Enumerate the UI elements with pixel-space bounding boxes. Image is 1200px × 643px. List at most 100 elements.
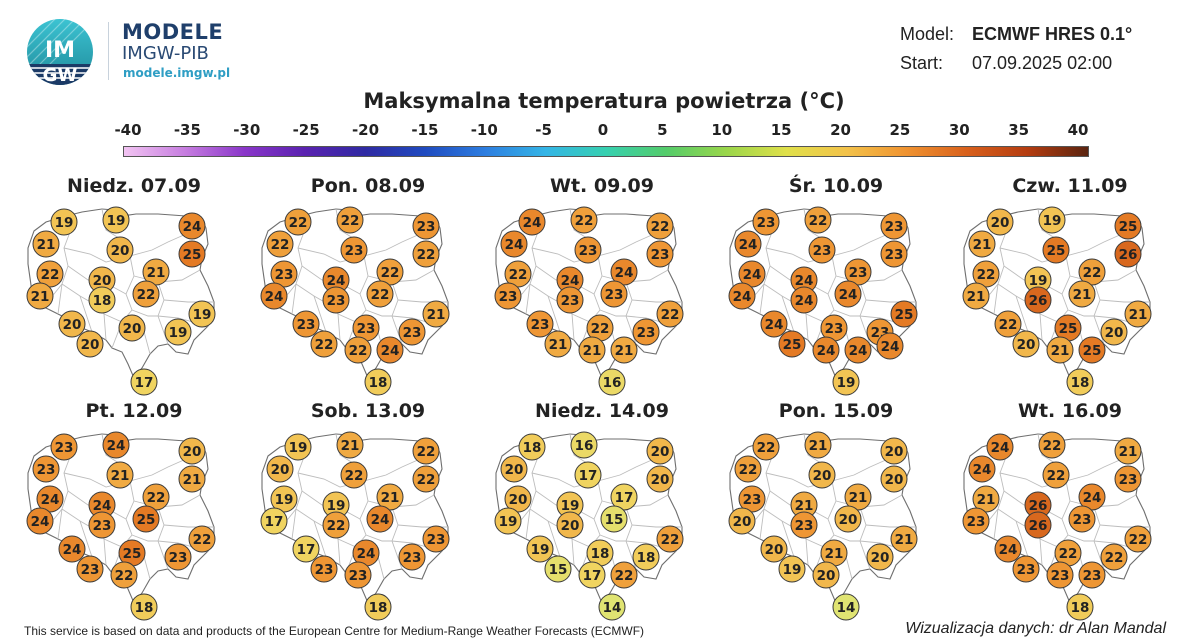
temperature-marker — [398, 318, 426, 346]
temperature-marker — [88, 511, 116, 539]
temperature-marker — [142, 258, 170, 286]
temperature-value: 21 — [1129, 307, 1148, 323]
temperature-value: 23 — [967, 514, 986, 530]
temperature-value: 18 — [369, 600, 388, 616]
temperature-value: 21 — [1119, 444, 1138, 460]
temperature-marker — [804, 206, 832, 234]
temperature-value: 18 — [135, 600, 154, 616]
temperature-marker — [1042, 236, 1070, 264]
temperature-value: 22 — [1047, 468, 1066, 484]
temperature-value: 20 — [271, 462, 290, 478]
day-title: Czw. 11.09 — [1012, 175, 1127, 197]
temperature-value: 22 — [1083, 265, 1102, 281]
temperature-value: 22 — [651, 219, 670, 235]
temperature-marker — [336, 431, 364, 459]
day-title: Niedz. 14.09 — [535, 400, 669, 422]
temperature-value: 18 — [369, 375, 388, 391]
temperature-marker — [292, 535, 320, 563]
region-border — [993, 215, 1007, 315]
temperature-marker — [808, 236, 836, 264]
region-border — [865, 299, 916, 303]
country-outline — [729, 433, 917, 605]
region-border — [313, 520, 327, 558]
region-border — [79, 520, 93, 558]
temperature-marker — [164, 543, 192, 571]
temperature-marker — [132, 505, 160, 533]
temperature-value: 22 — [1105, 550, 1124, 566]
temperature-value: 23 — [1073, 512, 1092, 528]
region-border — [79, 295, 93, 333]
temperature-marker — [106, 236, 134, 264]
start-label: Start: — [900, 53, 944, 73]
region-border — [631, 299, 682, 303]
temperature-value: 21 — [381, 490, 400, 506]
region-border — [765, 472, 833, 488]
temperature-value: 22 — [41, 267, 60, 283]
region-border — [601, 269, 669, 283]
region-border — [597, 227, 675, 257]
temperature-value: 23 — [1083, 568, 1102, 584]
region-border — [391, 506, 403, 570]
temperature-value: 20 — [651, 472, 670, 488]
region-border — [765, 247, 833, 263]
scale-tick-label: 15 — [770, 121, 792, 139]
temperature-marker — [844, 258, 872, 286]
temperature-value: 17 — [579, 468, 598, 484]
temperature-value: 22 — [1059, 546, 1078, 562]
region-border — [163, 524, 214, 528]
region-border — [997, 283, 1043, 341]
region-border — [1099, 299, 1150, 303]
temperature-marker — [734, 230, 762, 258]
region-border — [739, 508, 765, 526]
country-outline — [963, 208, 1151, 380]
temperature-value: 22 — [575, 213, 594, 229]
temperature-marker — [412, 437, 440, 465]
temperature-marker — [578, 336, 606, 364]
temperature-value: 24 — [739, 237, 758, 253]
temperature-marker — [808, 461, 836, 489]
temperature-value: 26 — [1029, 518, 1048, 534]
temperature-marker — [284, 208, 312, 236]
temperature-marker — [1024, 491, 1052, 519]
brand-url[interactable]: modele.imgw.pl — [123, 66, 231, 80]
region-border — [859, 506, 871, 570]
imgw-logo: IM GW — [27, 19, 93, 86]
temperature-value: 24 — [561, 273, 580, 289]
temperature-value: 23 — [275, 267, 294, 283]
region-border — [133, 269, 201, 283]
region-border — [579, 480, 603, 574]
temperature-value: 25 — [895, 307, 914, 323]
temperature-value: 26 — [1119, 247, 1138, 263]
temperature-value: 19 — [327, 498, 346, 514]
region-border — [571, 538, 619, 580]
temperature-marker — [880, 212, 908, 240]
region-border — [525, 215, 539, 315]
temperature-value: 18 — [637, 550, 656, 566]
region-border — [365, 309, 443, 327]
temperature-marker — [178, 212, 206, 240]
temperature-marker — [376, 336, 404, 364]
temperature-marker — [366, 280, 394, 308]
temperature-value: 23 — [849, 265, 868, 281]
temperature-value: 20 — [561, 518, 580, 534]
temperature-value: 25 — [1083, 343, 1102, 359]
temperature-value: 23 — [169, 550, 188, 566]
temperature-value: 23 — [1119, 472, 1138, 488]
temperature-marker — [50, 433, 78, 461]
temperature-marker — [352, 539, 380, 567]
region-border — [505, 283, 531, 301]
temperature-marker — [574, 461, 602, 489]
region-border — [337, 538, 385, 580]
region-border — [313, 295, 327, 333]
temperature-value: 20 — [651, 444, 670, 460]
region-border — [569, 208, 599, 257]
temperature-marker — [986, 208, 1014, 236]
temperature-marker — [832, 593, 860, 621]
temperature-marker — [322, 286, 350, 314]
temperature-marker — [1078, 561, 1106, 589]
region-border — [535, 265, 595, 295]
temperature-value: 17 — [583, 568, 602, 584]
temperature-marker — [130, 368, 158, 396]
temperature-value: 20 — [81, 337, 100, 353]
